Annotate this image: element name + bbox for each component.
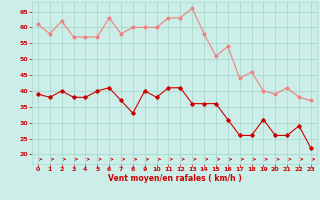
X-axis label: Vent moyen/en rafales ( km/h ): Vent moyen/en rafales ( km/h ) <box>108 174 241 183</box>
